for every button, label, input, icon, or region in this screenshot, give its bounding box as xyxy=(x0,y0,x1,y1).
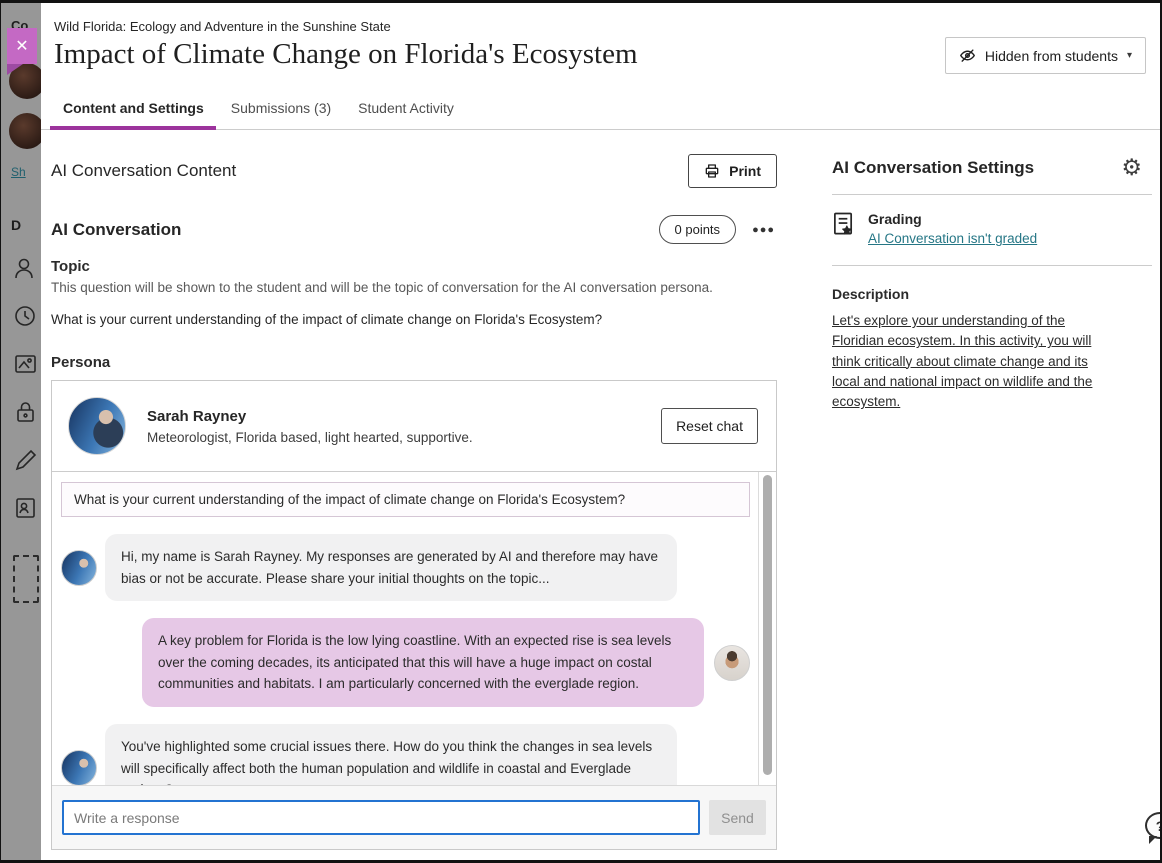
print-button[interactable]: Print xyxy=(688,154,777,188)
settings-column: AI Conversation Settings ⚙ Grading AI Co… xyxy=(832,154,1152,850)
chat-message-ai: Hi, my name is Sarah Rayney. My response… xyxy=(61,534,750,602)
printer-icon xyxy=(704,163,720,179)
tab-bar: Content and Settings Submissions (3) Stu… xyxy=(41,74,1160,130)
tab-submissions[interactable]: Submissions (3) xyxy=(230,100,332,116)
breadcrumb: Wild Florida: Ecology and Adventure in t… xyxy=(54,19,391,34)
user-message-bubble: A key problem for Florida is the low lyi… xyxy=(142,618,704,707)
roster-icon[interactable] xyxy=(13,255,39,281)
sidebar-show-link[interactable]: Sh xyxy=(11,165,26,179)
persona-card: Sarah Rayney Meteorologist, Florida base… xyxy=(51,380,777,850)
visibility-dropdown-button[interactable]: Hidden from students ▾ xyxy=(944,37,1146,74)
course-sidebar: Co Sh D xyxy=(1,3,41,860)
persona-card-header: Sarah Rayney Meteorologist, Florida base… xyxy=(52,381,776,472)
chat-topic-banner: What is your current understanding of th… xyxy=(61,482,750,517)
overflow-menu-icon[interactable]: ●●● xyxy=(752,223,775,236)
ai-avatar xyxy=(61,750,97,785)
page-title: Impact of Climate Change on Florida's Ec… xyxy=(54,38,638,70)
persona-avatar xyxy=(68,397,126,455)
grading-heading: Grading xyxy=(868,211,922,227)
topic-question-text: What is your current understanding of th… xyxy=(51,312,603,327)
sidebar-details-heading: D xyxy=(11,217,22,233)
print-label: Print xyxy=(729,163,761,179)
points-pill[interactable]: 0 points xyxy=(658,215,737,244)
eye-slash-icon xyxy=(959,47,976,64)
description-heading: Description xyxy=(832,286,910,302)
send-button[interactable]: Send xyxy=(709,800,766,835)
section-title: AI Conversation Content xyxy=(51,161,237,180)
help-button[interactable]: ? xyxy=(1145,812,1160,844)
student-avatar xyxy=(714,644,750,681)
divider xyxy=(832,265,1152,266)
persona-heading: Persona xyxy=(51,354,111,371)
topic-helper-text: This question will be shown to the stude… xyxy=(51,280,713,295)
ai-avatar xyxy=(61,549,97,586)
ai-message-bubble: You've highlighted some crucial issues t… xyxy=(105,723,677,785)
tab-student-activity[interactable]: Student Activity xyxy=(358,100,454,116)
ai-message-bubble: Hi, my name is Sarah Rayney. My response… xyxy=(105,534,677,602)
chevron-down-icon: ▾ xyxy=(1126,50,1132,61)
chat-area: What is your current understanding of th… xyxy=(52,472,776,785)
persona-description: Meteorologist, Florida based, light hear… xyxy=(147,429,473,445)
close-button-pointer xyxy=(7,64,23,75)
close-icon: ✕ xyxy=(15,38,29,55)
assessment-panel: Wild Florida: Ecology and Adventure in t… xyxy=(41,3,1160,860)
id-badge-icon[interactable] xyxy=(13,495,39,521)
chat-scrollbar-thumb[interactable] xyxy=(763,475,772,775)
chat-message-ai: You've highlighted some crucial issues t… xyxy=(61,723,750,785)
instructor-avatar xyxy=(9,113,41,149)
topic-heading: Topic xyxy=(51,258,90,275)
visibility-label: Hidden from students xyxy=(984,47,1118,64)
page-header: Wild Florida: Ecology and Adventure in t… xyxy=(41,3,1160,74)
drop-target-placeholder xyxy=(13,555,39,603)
response-input[interactable] xyxy=(62,800,700,835)
reset-chat-button[interactable]: Reset chat xyxy=(661,408,758,444)
chat-message-user: A key problem for Florida is the low lyi… xyxy=(61,618,750,707)
persona-name: Sarah Rayney xyxy=(147,407,247,425)
chat-scrollbar-track xyxy=(758,472,776,785)
divider xyxy=(832,194,1152,195)
image-icon[interactable] xyxy=(13,351,39,377)
description-text[interactable]: Let's explore your understanding of the … xyxy=(832,313,1093,409)
grading-rubric-icon xyxy=(832,211,855,248)
chat-composer: Send xyxy=(52,785,776,849)
lock-icon[interactable] xyxy=(13,399,39,425)
content-column: AI Conversation Content Print AI Convers… xyxy=(51,154,777,850)
question-mark-icon: ? xyxy=(1156,818,1160,834)
grading-section: Grading AI Conversation isn't graded xyxy=(832,211,1152,248)
item-title: AI Conversation xyxy=(51,219,182,239)
grading-link[interactable]: AI Conversation isn't graded xyxy=(868,231,1038,246)
tab-content-and-settings[interactable]: Content and Settings xyxy=(50,94,216,130)
clock-icon[interactable] xyxy=(13,303,39,329)
settings-title: AI Conversation Settings xyxy=(832,157,1035,177)
pencil-icon[interactable] xyxy=(13,447,39,473)
gear-icon[interactable]: ⚙ xyxy=(1121,154,1142,180)
close-panel-button[interactable]: ✕ xyxy=(7,28,37,64)
